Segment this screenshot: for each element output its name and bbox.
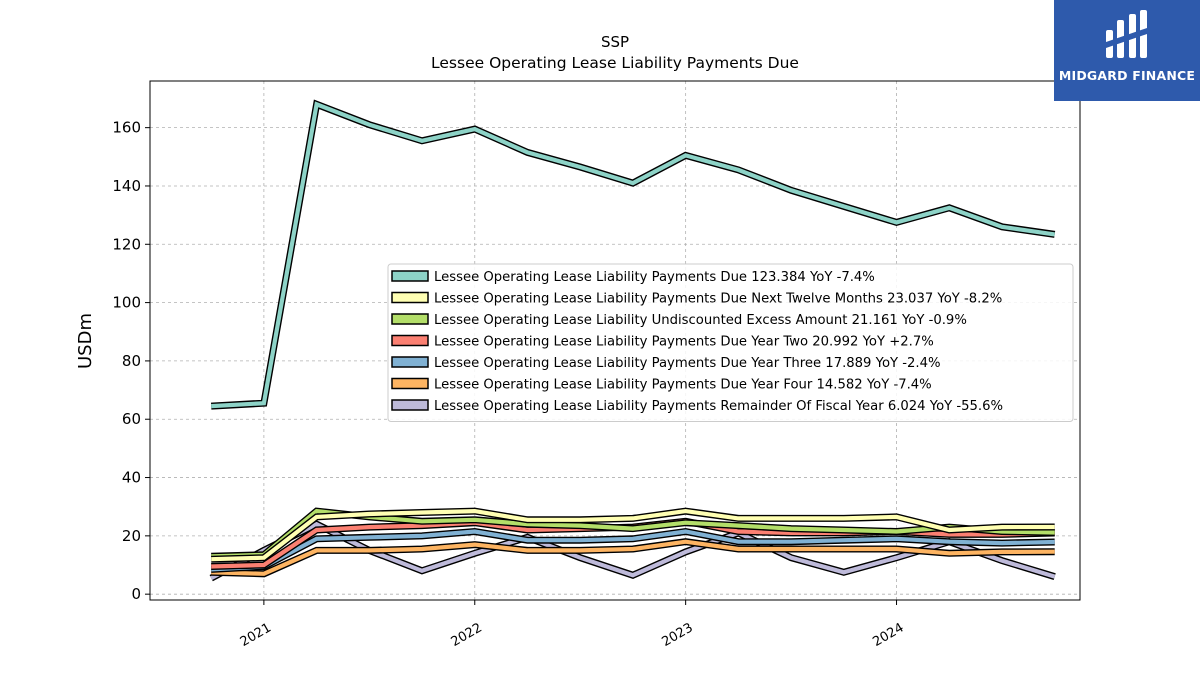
logo-mark-icon — [1106, 10, 1147, 58]
legend-label: Lessee Operating Lease Liability Payment… — [434, 335, 934, 350]
logo-text: MIDGARD FINANCE — [1058, 68, 1196, 83]
series-layer — [209, 99, 1056, 582]
x-tick-label: 2024 — [870, 620, 906, 650]
legend-swatch — [391, 334, 429, 347]
brand-logo: MIDGARD FINANCE — [1054, 0, 1200, 101]
series-line — [211, 101, 1055, 409]
legend-label: Lessee Operating Lease Liability Payment… — [434, 292, 1002, 307]
plot-frame — [149, 80, 1081, 601]
legend-label: Lessee Operating Lease Liability Payment… — [434, 270, 875, 285]
y-axis-label: USDm — [75, 313, 96, 369]
y-tick-label: 40 — [122, 469, 141, 487]
legend-label: Lessee Operating Lease Liability Payment… — [434, 356, 941, 371]
series-2 — [211, 507, 1055, 563]
legend-swatch — [391, 377, 429, 390]
y-tick-label: 120 — [112, 235, 141, 253]
y-tick-label: 160 — [112, 119, 141, 137]
x-tick-label: 2023 — [659, 620, 695, 650]
series-line — [211, 529, 1055, 572]
legend-swatch — [391, 291, 429, 304]
legend-label: Lessee Operating Lease Liability Payment… — [434, 399, 1003, 414]
legend: Lessee Operating Lease Liability Payment… — [387, 263, 1074, 422]
series-line — [211, 508, 1055, 562]
legend-box — [387, 263, 1074, 422]
legend-label: Lessee Operating Lease Liability Undisco… — [434, 313, 967, 328]
x-tick-label: 2021 — [238, 620, 274, 650]
legend-swatch — [391, 270, 429, 282]
chart-subtitle: Lessee Operating Lease Liability Payment… — [431, 54, 799, 72]
legend-swatch — [391, 356, 429, 368]
series-6 — [211, 538, 1055, 578]
series-1 — [211, 99, 1056, 410]
series-line — [211, 539, 1055, 576]
y-tick-label: 140 — [112, 177, 141, 195]
legend-label: Lessee Operating Lease Liability Payment… — [434, 378, 932, 393]
series-5 — [211, 527, 1055, 573]
x-tick-label: 2022 — [449, 620, 485, 650]
y-tick-label: 60 — [122, 410, 141, 428]
y-tick-label: 100 — [112, 294, 141, 312]
y-tick-label: 80 — [122, 352, 141, 370]
y-tick-label: 20 — [122, 527, 141, 545]
y-tick-label: 0 — [131, 585, 141, 603]
legend-swatch — [391, 313, 429, 325]
chart-title: SSP — [601, 33, 629, 51]
legend-swatch — [391, 399, 429, 411]
